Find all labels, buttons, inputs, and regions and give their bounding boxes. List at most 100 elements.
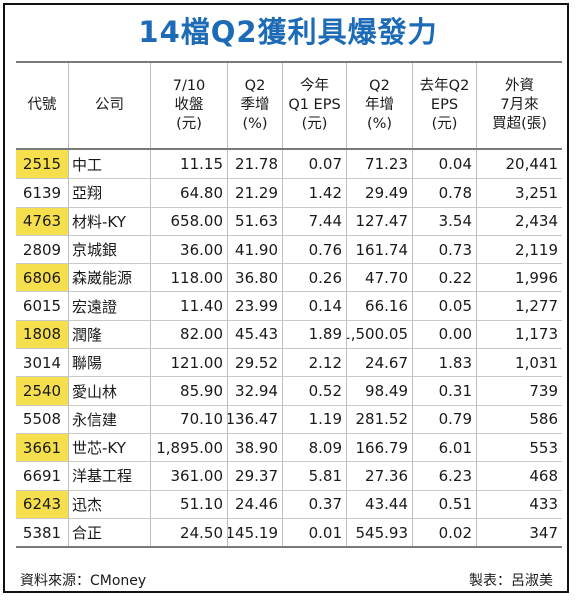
cell-last-year-q2-eps: 0.79	[412, 405, 476, 433]
cell-last-year-q2-eps: 1.83	[412, 349, 476, 377]
cell-close: 51.10	[150, 490, 227, 518]
cell-q2-qoq: 145.19	[227, 518, 282, 547]
cell-q2-qoq: 29.37	[227, 462, 282, 490]
cell-last-year-q2-eps: 0.04	[412, 150, 476, 179]
cell-q2-yoy: 161.74	[346, 235, 412, 264]
cell-last-year-q2-eps: 6.23	[412, 462, 476, 490]
cell-code: 2809	[22, 240, 62, 259]
table-row: 1808 潤隆 82.00 45.43 1.89 1,500.05 0.00 1,173	[16, 319, 562, 349]
cell-last-year-q2-eps: 0.00	[412, 320, 476, 349]
cell-last-year-q2-eps: 0.02	[412, 518, 476, 547]
cell-q2-yoy: 1,500.05	[346, 320, 412, 349]
header-code: 代號	[27, 97, 57, 113]
cell-close: 361.00	[150, 462, 227, 490]
cell-last-year-q2-eps: 0.51	[412, 490, 476, 518]
cell-q1-eps: 7.44	[282, 207, 346, 235]
cell-q2-qoq: 38.90	[227, 433, 282, 462]
cell-q2-qoq: 23.99	[227, 292, 282, 320]
cell-q2-qoq: 21.29	[227, 179, 282, 207]
cell-foreign-buy: 2,119	[476, 235, 562, 264]
cell-company: 潤隆	[68, 320, 150, 349]
cell-code: 5381	[22, 523, 62, 542]
header-q2-qoq: Q2 季增 (%)	[227, 63, 282, 148]
cell-foreign-buy: 1,031	[476, 349, 562, 377]
cell-code: 1808	[16, 320, 68, 349]
cell-q1-eps: 2.12	[282, 349, 346, 377]
table-row: 6806 森崴能源 118.00 36.80 0.26 47.70 0.22 1,996	[16, 263, 562, 292]
cell-close: 24.50	[150, 518, 227, 547]
cell-code: 2515	[16, 150, 68, 179]
cell-q2-qoq: 136.47	[227, 405, 282, 433]
cell-close: 121.00	[150, 349, 227, 377]
cell-q2-yoy: 166.79	[346, 433, 412, 462]
cell-code: 6806	[16, 264, 68, 292]
cell-q1-eps: 0.52	[282, 377, 346, 405]
cell-close: 658.00	[150, 207, 227, 235]
cell-foreign-buy: 553	[476, 433, 562, 462]
cell-q1-eps: 1.42	[282, 179, 346, 207]
cell-q2-yoy: 43.44	[346, 490, 412, 518]
table-row: 4763 材料-KY 658.00 51.63 7.44 127.47 3.54 2,434	[16, 206, 562, 235]
table-row: 6015 宏遠證 11.40 23.99 0.14 66.16 0.05 1,277	[16, 291, 562, 320]
cell-company: 京城銀	[68, 235, 150, 264]
cell-close: 64.80	[150, 179, 227, 207]
cell-code: 2540	[16, 377, 68, 405]
cell-last-year-q2-eps: 0.31	[412, 377, 476, 405]
header-close: 7/10 收盤 (元)	[150, 63, 227, 148]
cell-q1-eps: 8.09	[282, 433, 346, 462]
cell-foreign-buy: 20,441	[476, 150, 562, 179]
cell-q2-yoy: 98.49	[346, 377, 412, 405]
cell-company: 宏遠證	[68, 292, 150, 320]
cell-foreign-buy: 2,434	[476, 207, 562, 235]
table-row: 6139 亞翔 64.80 21.29 1.42 29.49 0.78 3,251	[16, 178, 562, 207]
header-company: 公司	[68, 63, 150, 148]
cell-code: 5508	[22, 410, 62, 429]
cell-q2-qoq: 21.78	[227, 150, 282, 179]
table-row: 2540 愛山林 85.90 32.94 0.52 98.49 0.31 739	[16, 376, 562, 405]
cell-code: 6691	[22, 466, 62, 485]
cell-last-year-q2-eps: 0.73	[412, 235, 476, 264]
cell-foreign-buy: 347	[476, 518, 562, 547]
cell-q2-qoq: 29.52	[227, 349, 282, 377]
cell-q2-qoq: 32.94	[227, 377, 282, 405]
cell-foreign-buy: 3,251	[476, 179, 562, 207]
cell-company: 材料-KY	[68, 207, 150, 235]
cell-company: 洋基工程	[68, 462, 150, 490]
cell-foreign-buy: 468	[476, 462, 562, 490]
cell-q2-yoy: 71.23	[346, 150, 412, 179]
cell-q1-eps: 0.14	[282, 292, 346, 320]
cell-company: 聯陽	[68, 349, 150, 377]
cell-last-year-q2-eps: 3.54	[412, 207, 476, 235]
table-row: 2515 中工 11.15 21.78 0.07 71.23 0.04 20,441	[16, 150, 562, 179]
cell-code: 4763	[16, 207, 68, 235]
cell-company: 永信建	[68, 405, 150, 433]
cell-q2-qoq: 36.80	[227, 264, 282, 292]
header-q2-yoy: Q2 年增 (%)	[346, 63, 412, 148]
cell-q1-eps: 1.89	[282, 320, 346, 349]
cell-foreign-buy: 739	[476, 377, 562, 405]
cell-close: 118.00	[150, 264, 227, 292]
credit-note: 製表：呂淑美	[469, 573, 553, 589]
table-row: 2809 京城銀 36.00 41.90 0.76 161.74 0.73 2,119	[16, 234, 562, 264]
table-row: 6243 迅杰 51.10 24.46 0.37 43.44 0.51 433	[16, 489, 562, 518]
cell-q1-eps: 0.76	[282, 235, 346, 264]
cell-close: 11.15	[150, 150, 227, 179]
cell-company: 亞翔	[68, 179, 150, 207]
header-last-year-q2-eps: 去年Q2 EPS (元)	[412, 63, 476, 148]
header-foreign-buy: 外資 7月來 買超(張)	[476, 63, 562, 148]
cell-q2-yoy: 66.16	[346, 292, 412, 320]
cell-foreign-buy: 1,173	[476, 320, 562, 349]
cell-q2-qoq: 41.90	[227, 235, 282, 264]
cell-q2-qoq: 51.63	[227, 207, 282, 235]
cell-foreign-buy: 433	[476, 490, 562, 518]
cell-last-year-q2-eps: 0.05	[412, 292, 476, 320]
cell-q1-eps: 0.01	[282, 518, 346, 547]
cell-close: 36.00	[150, 235, 227, 264]
cell-q2-yoy: 24.67	[346, 349, 412, 377]
table-row: 5508 永信建 70.10 136.47 1.19 281.52 0.79 586	[16, 404, 562, 433]
cell-q2-yoy: 545.93	[346, 518, 412, 547]
cell-close: 11.40	[150, 292, 227, 320]
cell-q2-yoy: 47.70	[346, 264, 412, 292]
cell-close: 85.90	[150, 377, 227, 405]
cell-last-year-q2-eps: 0.78	[412, 179, 476, 207]
